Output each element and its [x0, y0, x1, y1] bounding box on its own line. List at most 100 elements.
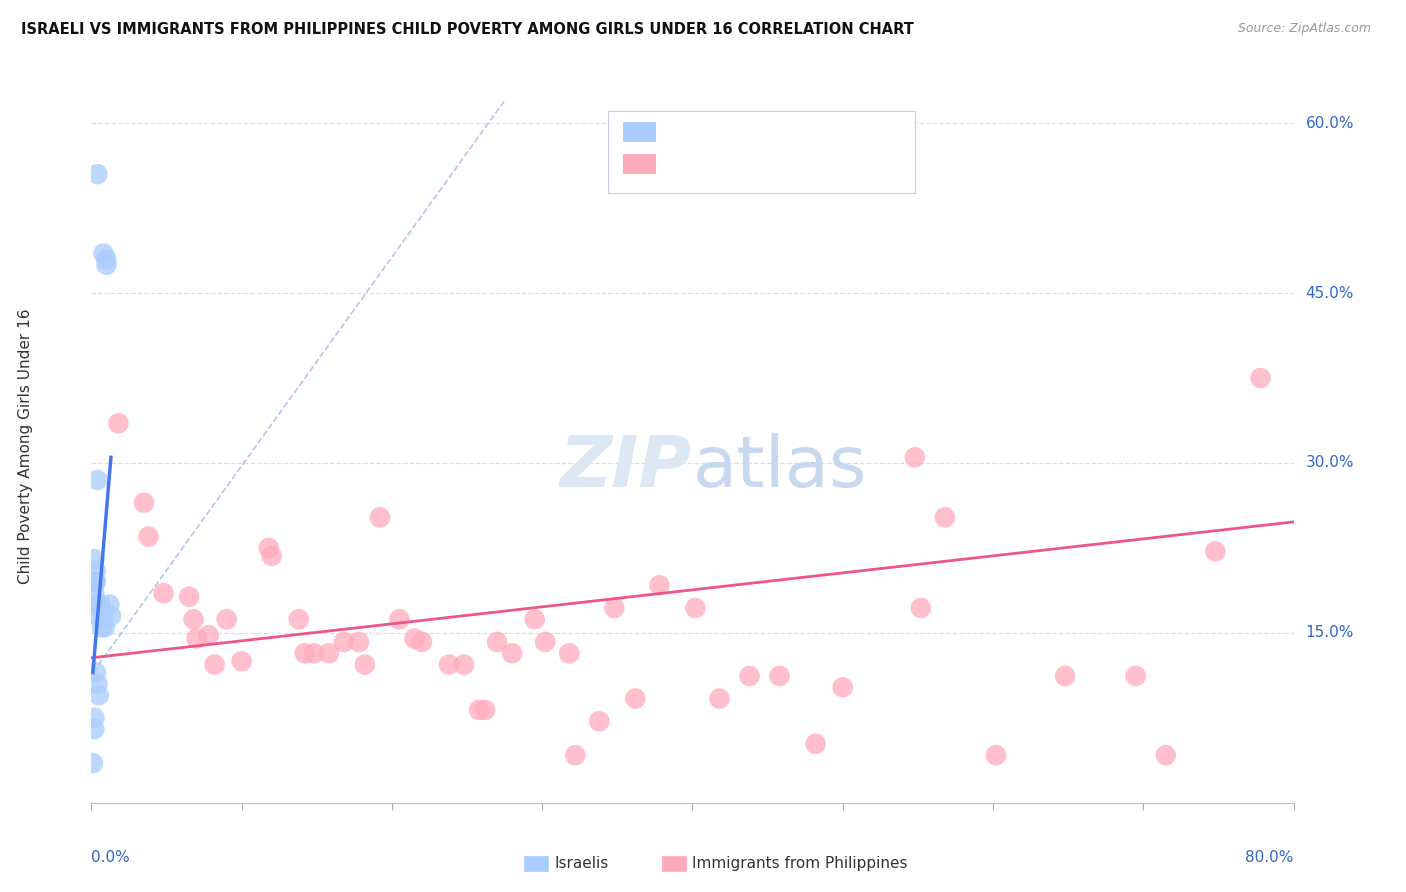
Point	[83, 722, 105, 736]
Text: 0.396: 0.396	[725, 123, 779, 141]
Point	[93, 608, 115, 623]
Point	[558, 646, 581, 660]
Point	[82, 756, 104, 771]
Point	[685, 601, 707, 615]
Point	[197, 628, 219, 642]
Point	[294, 646, 316, 660]
Point	[564, 748, 586, 763]
Point	[468, 703, 491, 717]
Point	[1204, 544, 1226, 558]
Point	[152, 586, 174, 600]
Point	[83, 574, 105, 589]
Text: 53: 53	[849, 155, 872, 173]
Point	[501, 646, 523, 660]
Point	[84, 564, 107, 578]
FancyBboxPatch shape	[623, 122, 657, 142]
Point	[287, 612, 309, 626]
Text: Source: ZipAtlas.com: Source: ZipAtlas.com	[1237, 22, 1371, 36]
Point	[96, 258, 118, 272]
Point	[354, 657, 377, 672]
Point	[138, 530, 160, 544]
Point	[804, 737, 827, 751]
Point	[453, 657, 475, 672]
Point	[215, 612, 238, 626]
Point	[87, 688, 110, 702]
Point	[93, 246, 115, 260]
Point	[318, 646, 340, 660]
Text: 80.0%: 80.0%	[1246, 850, 1294, 865]
Point	[904, 450, 927, 465]
Point	[738, 669, 761, 683]
Point	[486, 635, 509, 649]
Point	[84, 598, 107, 612]
Point	[186, 632, 208, 646]
Point	[984, 748, 1007, 763]
Point	[1154, 748, 1177, 763]
Point	[831, 680, 853, 694]
Text: N =: N =	[794, 123, 834, 141]
Text: R =: R =	[671, 155, 709, 173]
Point	[100, 608, 122, 623]
Point	[1054, 669, 1077, 683]
Text: Israelis: Israelis	[554, 856, 609, 871]
Point	[86, 608, 108, 623]
Point	[98, 598, 121, 612]
Text: ZIP: ZIP	[560, 433, 692, 502]
Point	[90, 620, 112, 634]
Point	[132, 495, 155, 509]
Point	[534, 635, 557, 649]
Point	[934, 510, 956, 524]
Point	[204, 657, 226, 672]
FancyBboxPatch shape	[609, 111, 915, 193]
Point	[94, 620, 117, 634]
Point	[177, 590, 200, 604]
Point	[437, 657, 460, 672]
Point	[86, 473, 108, 487]
Point	[84, 574, 107, 589]
FancyBboxPatch shape	[662, 855, 686, 871]
Point	[302, 646, 325, 660]
FancyBboxPatch shape	[623, 154, 657, 174]
Point	[257, 541, 280, 555]
Text: 25: 25	[849, 123, 872, 141]
Point	[411, 635, 433, 649]
Point	[709, 691, 731, 706]
Point	[910, 601, 932, 615]
Text: 30.0%: 30.0%	[1306, 456, 1354, 470]
Text: 60.0%: 60.0%	[1306, 116, 1354, 131]
Point	[404, 632, 426, 646]
Point	[260, 549, 283, 563]
Point	[89, 598, 111, 612]
Point	[1125, 669, 1147, 683]
Point	[333, 635, 356, 649]
Text: 0.203: 0.203	[725, 155, 779, 173]
Point	[86, 167, 108, 181]
Point	[1249, 371, 1271, 385]
FancyBboxPatch shape	[524, 855, 548, 871]
Point	[588, 714, 610, 729]
Point	[368, 510, 391, 524]
Text: R =: R =	[671, 123, 709, 141]
Point	[96, 252, 118, 266]
Point	[231, 654, 253, 668]
Point	[84, 665, 107, 680]
Point	[603, 601, 626, 615]
Point	[388, 612, 411, 626]
Point	[474, 703, 496, 717]
Point	[523, 612, 546, 626]
Text: 45.0%: 45.0%	[1306, 285, 1354, 301]
Point	[83, 552, 105, 566]
Point	[83, 574, 105, 589]
Text: Immigrants from Philippines: Immigrants from Philippines	[692, 856, 908, 871]
Text: ISRAELI VS IMMIGRANTS FROM PHILIPPINES CHILD POVERTY AMONG GIRLS UNDER 16 CORREL: ISRAELI VS IMMIGRANTS FROM PHILIPPINES C…	[21, 22, 914, 37]
Text: N =: N =	[794, 155, 834, 173]
Text: 0.0%: 0.0%	[91, 850, 131, 865]
Point	[624, 691, 647, 706]
Text: atlas: atlas	[692, 433, 868, 502]
Point	[107, 417, 129, 431]
Point	[86, 677, 108, 691]
Point	[648, 578, 671, 592]
Point	[347, 635, 370, 649]
Point	[183, 612, 205, 626]
Text: Child Poverty Among Girls Under 16: Child Poverty Among Girls Under 16	[18, 309, 32, 583]
